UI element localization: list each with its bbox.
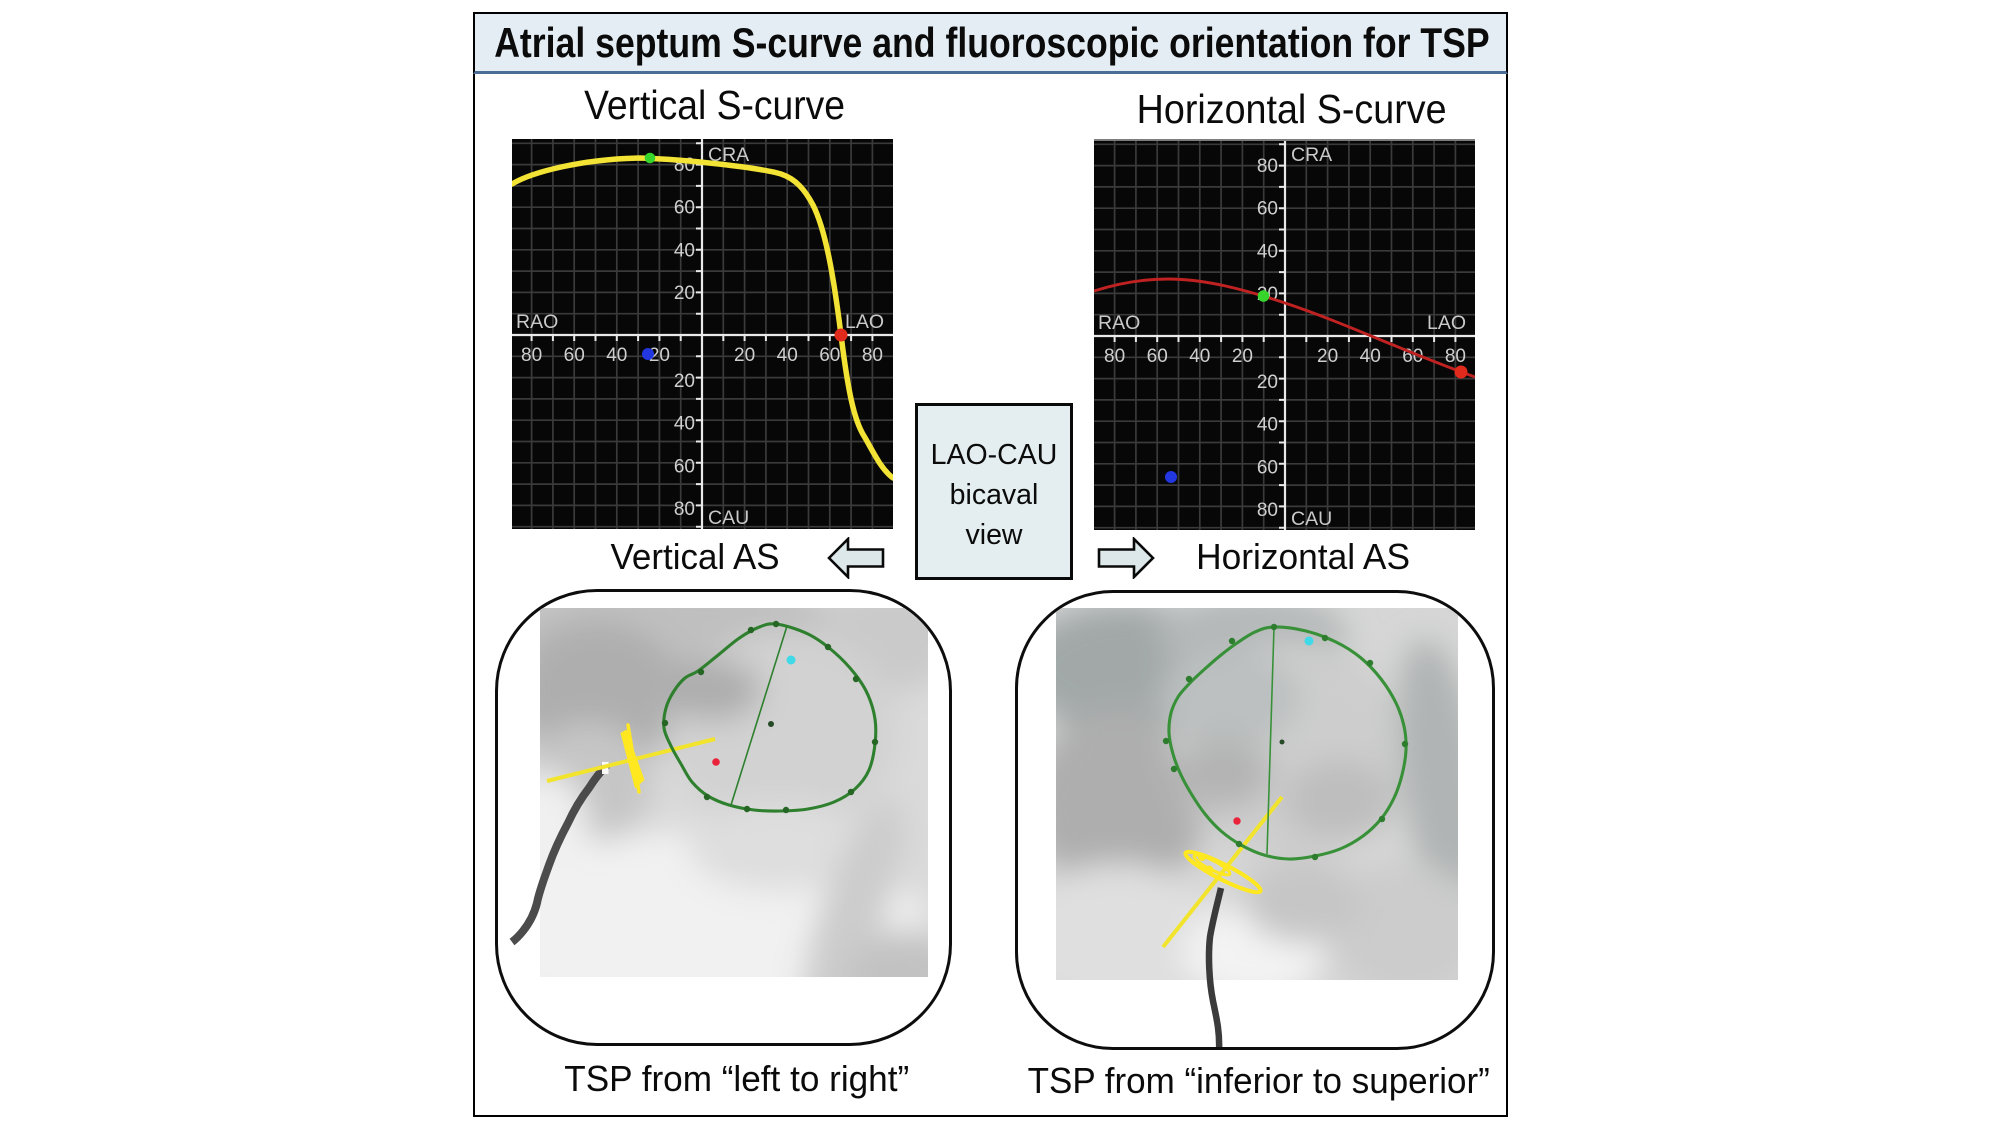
- svg-text:80: 80: [1104, 346, 1125, 367]
- svg-text:CAU: CAU: [1291, 508, 1332, 530]
- svg-text:80: 80: [1445, 346, 1466, 367]
- svg-text:LAO: LAO: [1427, 312, 1466, 334]
- svg-text:40: 40: [674, 414, 695, 435]
- svg-text:40: 40: [1360, 346, 1381, 367]
- svg-text:80: 80: [521, 345, 542, 366]
- svg-text:40: 40: [777, 345, 798, 366]
- svg-text:20: 20: [1317, 346, 1338, 367]
- svg-text:60: 60: [564, 345, 585, 366]
- svg-text:60: 60: [674, 456, 695, 477]
- svg-text:CRA: CRA: [708, 144, 749, 166]
- svg-text:80: 80: [674, 499, 695, 520]
- svg-text:20: 20: [1232, 346, 1253, 367]
- svg-text:60: 60: [819, 345, 840, 366]
- svg-text:40: 40: [1189, 346, 1210, 367]
- svg-text:CAU: CAU: [708, 507, 749, 529]
- svg-text:20: 20: [674, 371, 695, 392]
- svg-text:40: 40: [1257, 415, 1278, 436]
- svg-text:LAO: LAO: [845, 311, 884, 333]
- svg-text:60: 60: [1257, 199, 1278, 220]
- svg-text:60: 60: [674, 198, 695, 219]
- svg-text:RAO: RAO: [516, 311, 558, 333]
- svg-text:20: 20: [674, 283, 695, 304]
- svg-text:80: 80: [1257, 500, 1278, 521]
- svg-text:20: 20: [1257, 372, 1278, 393]
- svg-text:20: 20: [734, 345, 755, 366]
- svg-text:40: 40: [1257, 241, 1278, 262]
- svg-text:RAO: RAO: [1098, 312, 1140, 334]
- svg-text:80: 80: [862, 345, 883, 366]
- svg-text:40: 40: [606, 345, 627, 366]
- svg-text:CRA: CRA: [1291, 144, 1332, 166]
- svg-text:40: 40: [674, 240, 695, 261]
- svg-text:60: 60: [1147, 346, 1168, 367]
- svg-text:80: 80: [1257, 156, 1278, 177]
- svg-text:60: 60: [1257, 457, 1278, 478]
- svg-text:20: 20: [649, 345, 670, 366]
